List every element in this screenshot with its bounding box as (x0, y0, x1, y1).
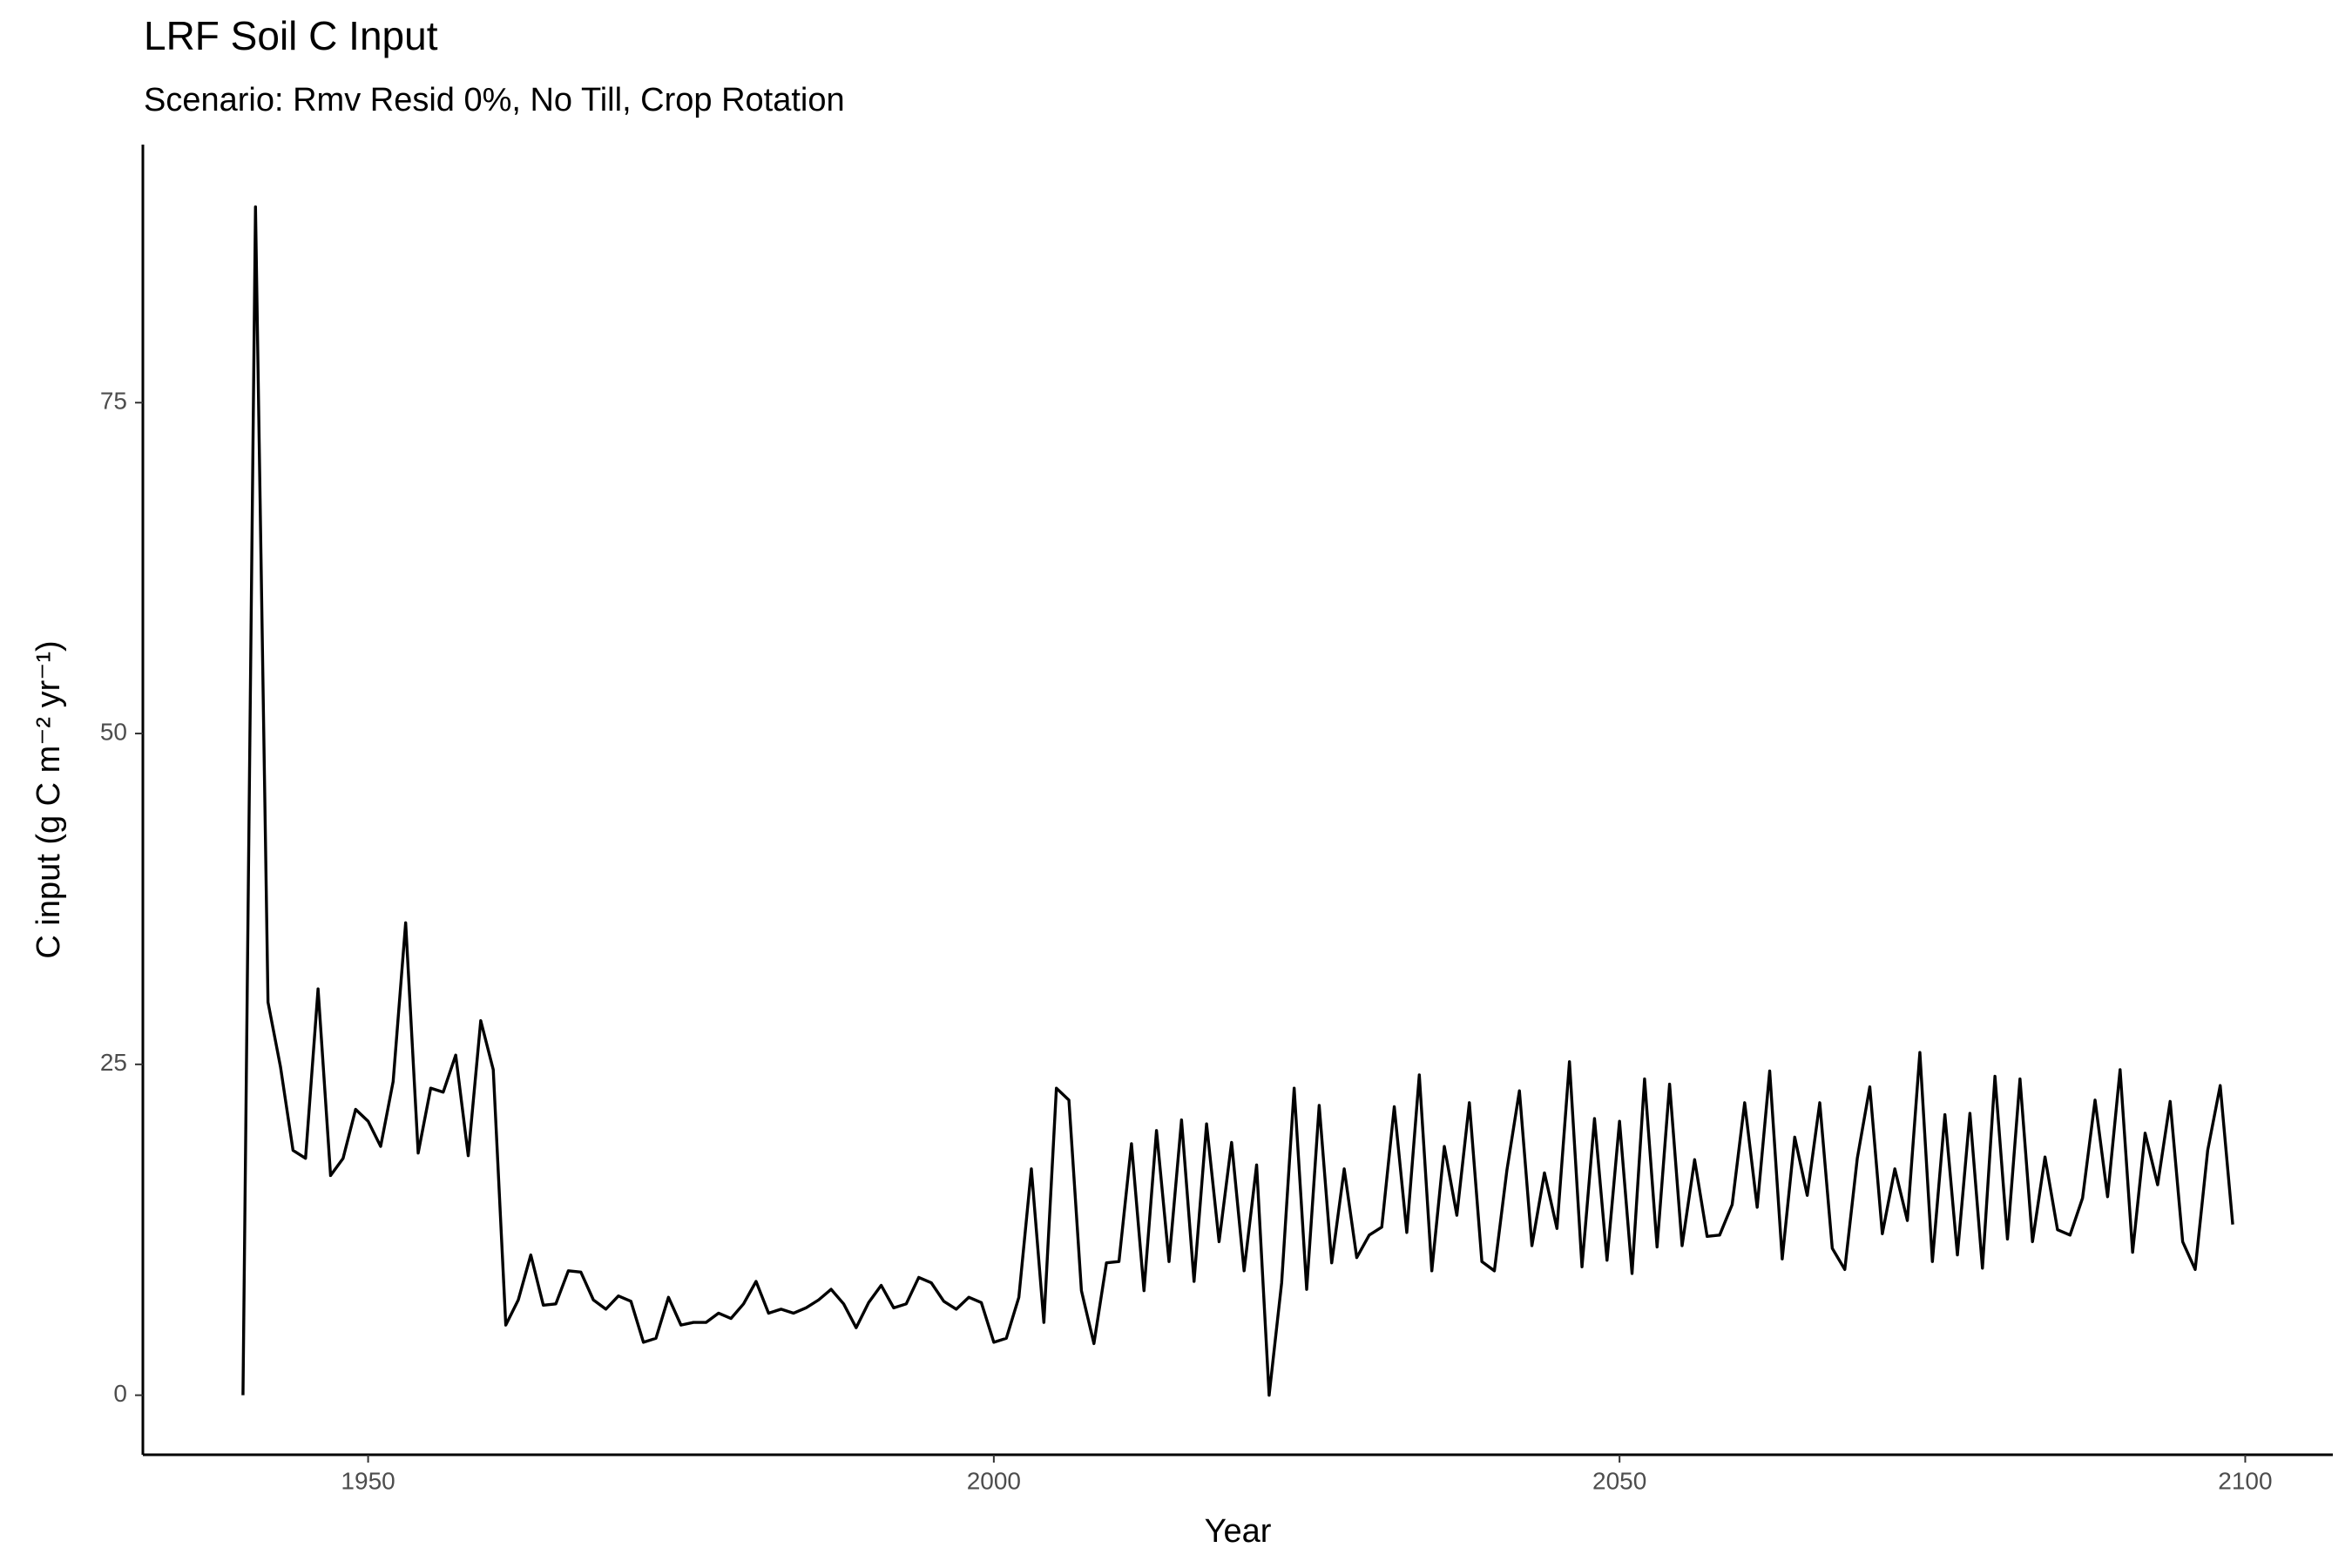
x-axis-title: Year (1205, 1513, 1272, 1550)
y-axis-title: C input (g C m⁻² yr⁻¹) (30, 640, 67, 958)
chart-title: LRF Soil C Input (144, 13, 438, 58)
y-tick-label: 75 (100, 388, 127, 415)
x-tick-label: 1950 (341, 1467, 395, 1494)
y-tick-label: 25 (100, 1049, 127, 1076)
chart-subtitle: Scenario: Rmv Resid 0%, No Till, Crop Ro… (144, 82, 845, 118)
x-tick-label: 2100 (2218, 1467, 2272, 1494)
y-tick-label: 50 (100, 718, 127, 745)
data-line (241, 205, 2234, 1397)
x-tick-label: 2050 (1592, 1467, 1646, 1494)
y-tick-label: 0 (113, 1380, 127, 1407)
x-tick-label: 2000 (967, 1467, 1021, 1494)
